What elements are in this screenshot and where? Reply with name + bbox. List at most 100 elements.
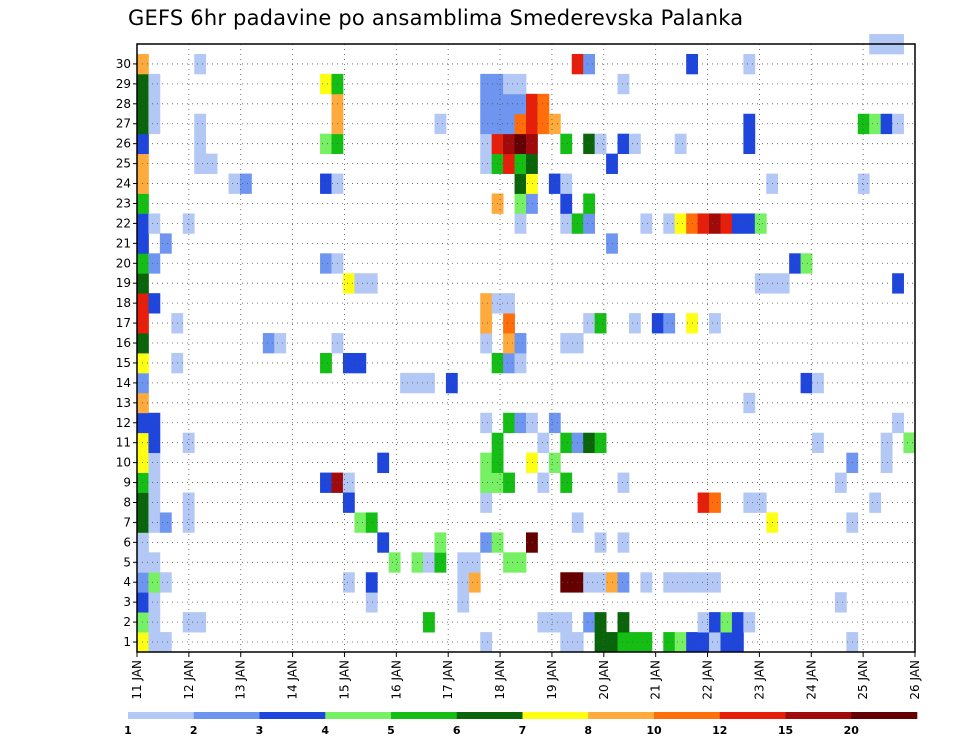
x-tick-label-13: 24 JAN <box>804 660 818 700</box>
cell-220 <box>617 532 630 553</box>
cell-186 <box>560 333 573 354</box>
cell-93 <box>365 273 378 294</box>
cell-157 <box>514 153 527 174</box>
legend-swatch-10 <box>785 712 852 719</box>
cell-95 <box>377 452 390 473</box>
y-tick-label-26: 26 <box>116 137 131 151</box>
y-tick-label-5: 5 <box>123 555 131 569</box>
cell-253 <box>709 313 721 334</box>
x-tick-label-5: 16 JAN <box>389 660 403 700</box>
cell-104 <box>434 532 447 553</box>
cell-223 <box>617 73 630 95</box>
cell-244 <box>697 632 710 653</box>
cell-218 <box>617 612 630 633</box>
cell-175 <box>537 93 550 115</box>
cell-202 <box>583 213 596 234</box>
cell-162 <box>526 532 538 553</box>
x-tick-label-10: 21 JAN <box>649 660 663 700</box>
legend-label-15: 15 <box>778 724 793 737</box>
cell-108 <box>457 592 470 613</box>
cell-46 <box>148 73 161 95</box>
cell-49 <box>159 512 172 533</box>
cell-224 <box>628 632 641 653</box>
cell-71 <box>320 173 332 194</box>
cell-114 <box>480 492 493 513</box>
cell-30 <box>148 632 161 653</box>
legend-label-12: 12 <box>712 724 727 737</box>
cell-177 <box>548 452 561 473</box>
cell-262 <box>743 492 756 513</box>
y-tick-label-18: 18 <box>116 296 131 310</box>
x-tick-label-7: 18 JAN <box>493 660 507 700</box>
cell-257 <box>720 213 733 234</box>
cell-37 <box>148 472 161 493</box>
cell-275 <box>789 253 801 274</box>
y-tick-label-22: 22 <box>116 216 131 230</box>
cell-178 <box>548 412 561 434</box>
cell-190 <box>560 133 573 155</box>
legend-swatch-2 <box>259 712 326 719</box>
cell-209 <box>594 532 607 553</box>
cell-153 <box>514 333 527 354</box>
cell-66 <box>262 333 275 354</box>
cell-109 <box>457 552 470 573</box>
cell-221 <box>617 472 630 493</box>
cell-184 <box>560 472 573 493</box>
cell-167 <box>526 153 538 174</box>
cell-261 <box>743 612 756 633</box>
cell-100 <box>423 612 435 633</box>
cell-115 <box>480 472 493 493</box>
cell-111 <box>468 552 481 573</box>
cell-92 <box>365 512 378 533</box>
y-tick-label-6: 6 <box>123 535 131 549</box>
cell-225 <box>628 313 641 334</box>
cell-155 <box>514 193 527 214</box>
cell-231 <box>663 632 676 653</box>
cell-56 <box>182 432 195 454</box>
y-tick-label-16: 16 <box>116 336 131 350</box>
legend-label-1: 1 <box>124 724 132 737</box>
legend-label-6: 6 <box>453 724 461 737</box>
cell-121 <box>480 153 493 174</box>
legend-swatch-1 <box>193 712 260 719</box>
cell-140 <box>503 412 515 434</box>
cell-124 <box>480 93 493 115</box>
cell-62 <box>194 53 207 75</box>
cell-183 <box>560 572 573 593</box>
cells-layer <box>137 34 916 653</box>
cell-176 <box>548 612 561 633</box>
chart-title: GEFS 6hr padavine po ansamblima Smederev… <box>128 6 744 30</box>
legend-swatch-11 <box>851 712 918 719</box>
cell-181 <box>560 632 573 653</box>
cell-48 <box>159 572 172 593</box>
cell-158 <box>514 133 527 155</box>
cell-120 <box>480 293 493 314</box>
cell-42 <box>148 253 161 274</box>
x-tick-label-14: 25 JAN <box>856 660 870 700</box>
cell-267 <box>743 53 756 75</box>
cell-139 <box>503 472 515 493</box>
y-tick-label-2: 2 <box>123 615 131 629</box>
cell-285 <box>857 173 870 194</box>
cell-228 <box>640 572 653 593</box>
cell-219 <box>617 572 630 593</box>
legend-swatch-0 <box>128 712 195 719</box>
cell-164 <box>526 412 538 434</box>
cell-238 <box>674 133 687 155</box>
cell-296 <box>892 113 904 135</box>
cell-97 <box>400 372 412 394</box>
y-tick-label-29: 29 <box>116 77 131 91</box>
cell-247 <box>697 492 710 513</box>
cell-211 <box>594 313 607 334</box>
cell-169 <box>526 113 538 135</box>
cell-87 <box>354 512 367 533</box>
cell-156 <box>514 173 527 194</box>
legend-label-7: 7 <box>519 724 527 737</box>
cell-252 <box>709 492 721 513</box>
cell-207 <box>594 632 607 653</box>
cell-237 <box>674 213 687 234</box>
plot-frame <box>136 43 916 653</box>
cell-233 <box>663 313 676 334</box>
cell-268 <box>754 492 767 513</box>
